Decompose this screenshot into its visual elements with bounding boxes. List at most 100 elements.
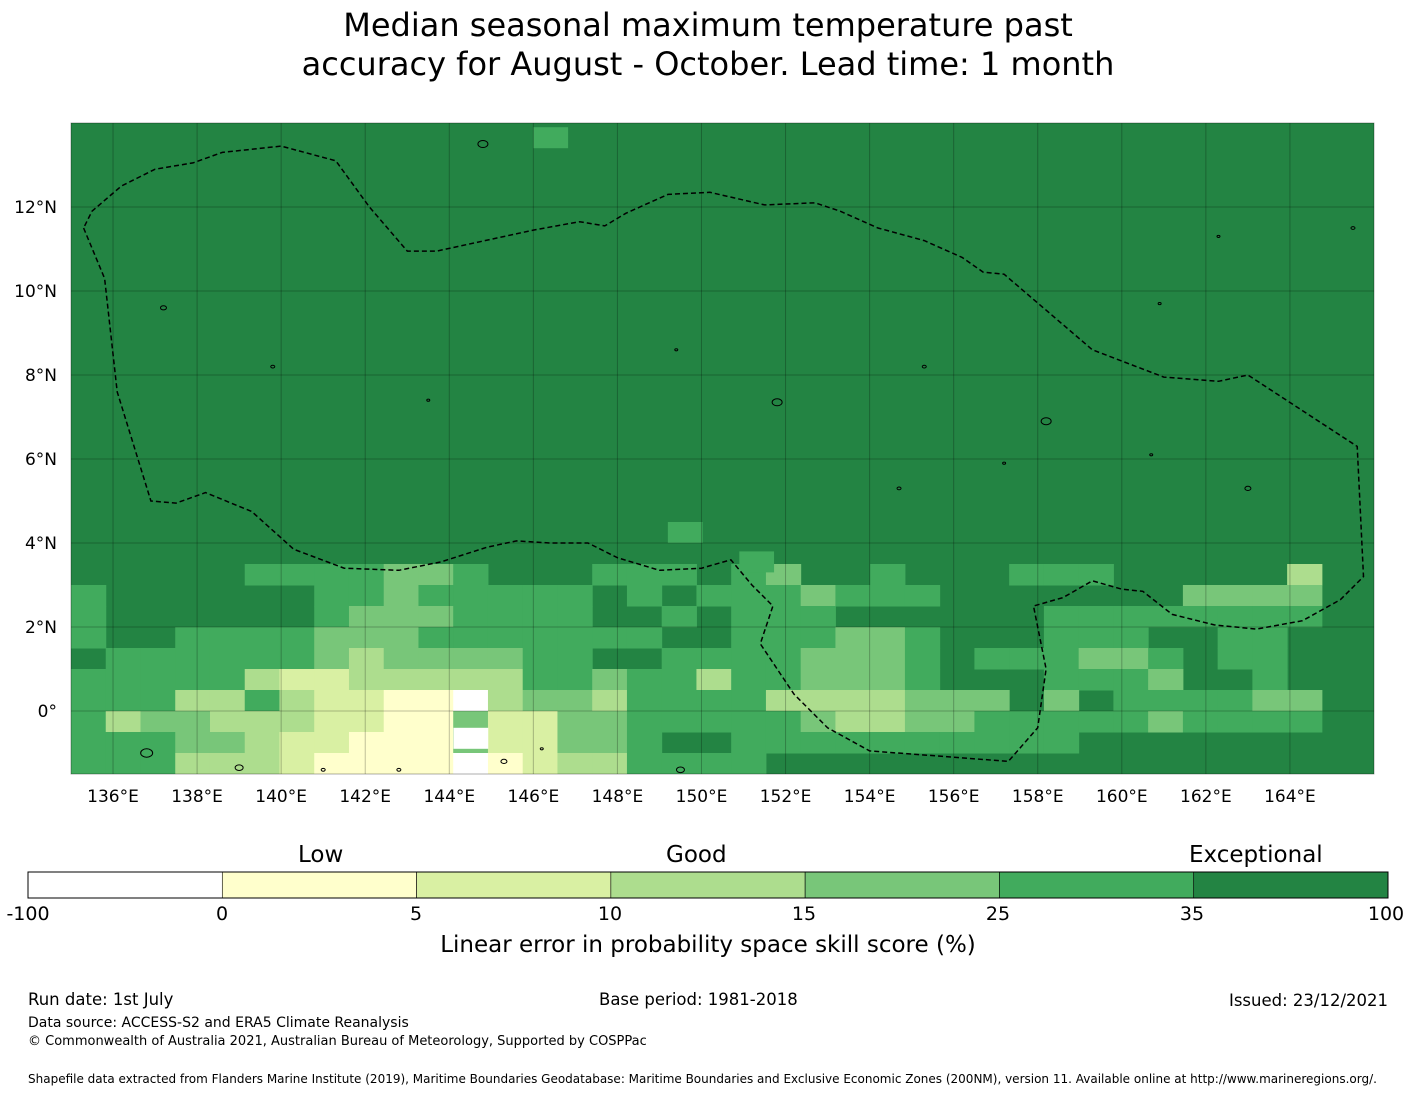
- grid-cell: [314, 585, 350, 607]
- grid-cell: [1287, 711, 1323, 733]
- grid-cell: [1078, 648, 1114, 670]
- grid-cell: [557, 648, 593, 670]
- grid-cell: [1043, 711, 1080, 733]
- longitude-tick-label: 152°E: [760, 787, 812, 807]
- grid-cell: [522, 711, 558, 733]
- map-frame: [70, 122, 1375, 775]
- map-title: Median seasonal maximum temperature past…: [0, 6, 1416, 84]
- island-outline: [539, 747, 544, 751]
- grid-cell: [348, 648, 385, 670]
- grid-cell: [279, 627, 315, 649]
- latitude-tick-label: 10°N: [14, 282, 57, 302]
- island-outline: [1350, 226, 1356, 230]
- grid-cell: [626, 753, 663, 774]
- grid-cell: [348, 753, 385, 774]
- grid-cell: [1043, 690, 1080, 712]
- grid-cell: [522, 627, 558, 649]
- grid-cell: [1182, 585, 1219, 607]
- grid-cell: [71, 711, 107, 733]
- island-outline: [140, 748, 154, 758]
- grid-cell: [279, 732, 315, 754]
- grid-cell: [1113, 711, 1149, 733]
- grid-cell: [904, 732, 941, 754]
- colorbar-segment: [1193, 871, 1389, 899]
- grid-cell: [731, 732, 767, 754]
- grid-cell: [314, 606, 350, 628]
- grid-cell: [453, 585, 489, 607]
- grid-cell: [800, 627, 836, 649]
- grid-cell: [731, 606, 767, 628]
- grid-cell: [870, 669, 906, 691]
- grid-cell: [731, 648, 767, 670]
- map-title-line-1: Median seasonal maximum temperature past: [343, 6, 1073, 44]
- grid-cell: [348, 732, 385, 754]
- grid-cell: [105, 648, 141, 670]
- grid-cell: [939, 732, 975, 754]
- grid-cell: [1148, 648, 1184, 670]
- grid-cell: [1148, 690, 1184, 712]
- grid-cell: [244, 690, 280, 712]
- grid-cell: [175, 648, 211, 670]
- longitude-tick-label: 160°E: [1096, 787, 1148, 807]
- grid-cell: [1182, 606, 1219, 628]
- island-outline: [921, 364, 927, 369]
- grid-cell: [557, 585, 593, 607]
- grid-cell: [592, 669, 628, 691]
- colorbar-tick: 10: [597, 903, 623, 925]
- grid-cell: [800, 585, 836, 607]
- colorbar-label-exceptional: Exceptional: [1189, 842, 1323, 868]
- grid-cell: [739, 551, 775, 573]
- latitude-tick-label: 12°N: [14, 198, 57, 218]
- grid-cell: [696, 585, 732, 607]
- grid-cell: [1113, 627, 1149, 649]
- grid-cell: [1078, 627, 1114, 649]
- longitude-tick-label: 144°E: [423, 787, 475, 807]
- grid-cell: [105, 753, 141, 774]
- grid-cell: [765, 648, 802, 670]
- colorbar-tick: -100: [6, 903, 50, 925]
- longitude-tick-label: 158°E: [1012, 787, 1064, 807]
- grid-cell: [1009, 564, 1045, 586]
- grid-cell: [418, 564, 454, 586]
- grid-cell: [835, 585, 871, 607]
- grid-cell: [661, 606, 697, 628]
- grid-cell: [487, 711, 524, 733]
- grid-cell: [1287, 564, 1323, 586]
- grid-cell: [870, 585, 906, 607]
- data-source: Data source: ACCESS-S2 and ERA5 Climate …: [28, 1015, 409, 1031]
- grid-cell: [592, 690, 628, 712]
- longitude-tick-label: 140°E: [255, 787, 307, 807]
- island-outline: [1157, 302, 1162, 306]
- grid-cell: [835, 711, 871, 733]
- grid-cell: [140, 669, 176, 691]
- grid-cell: [765, 732, 802, 754]
- grid-cell: [453, 564, 489, 586]
- grid-cell: [870, 648, 906, 670]
- grid-cell: [765, 564, 802, 586]
- longitude-tick-label: 142°E: [339, 787, 391, 807]
- grid-cell: [1113, 669, 1149, 691]
- grid-cell: [904, 627, 941, 649]
- grid-cell: [175, 690, 211, 712]
- grid-cell: [383, 753, 419, 774]
- grid-cell: [175, 753, 211, 774]
- grid-cell: [209, 690, 246, 712]
- grid-cell: [140, 732, 176, 754]
- longitude-tick-label: 154°E: [844, 787, 896, 807]
- grid-cell: [1287, 690, 1323, 712]
- grid-cell: [71, 606, 107, 628]
- grid-cell: [1217, 585, 1253, 607]
- grid-cell: [1043, 732, 1080, 754]
- grid-cell: [939, 711, 975, 733]
- longitude-tick-label: 156°E: [928, 787, 980, 807]
- skill-score-grid: [71, 123, 1374, 774]
- grid-cell: [870, 732, 906, 754]
- grid-cell: [661, 711, 697, 733]
- grid-cell: [731, 669, 767, 691]
- grid-cell: [487, 669, 524, 691]
- island-outline: [500, 758, 508, 765]
- island-outline: [1216, 234, 1221, 238]
- grid-cell: [314, 732, 350, 754]
- colorbar-tick: 5: [409, 903, 423, 925]
- grid-cell: [418, 669, 454, 691]
